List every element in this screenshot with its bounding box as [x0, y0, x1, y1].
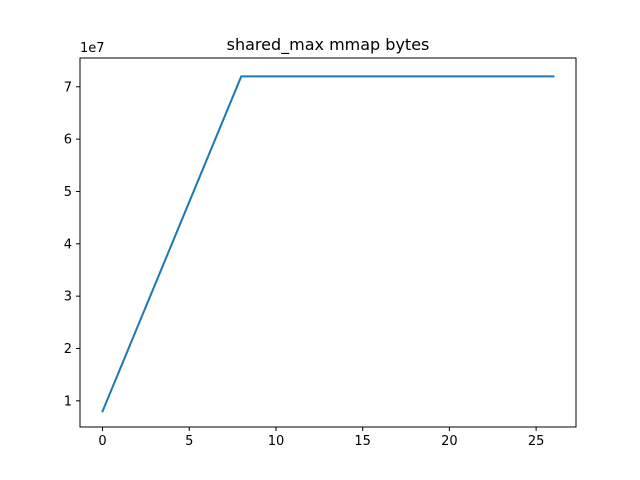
x-tick-label: 20: [441, 434, 458, 449]
y-tick-label: 4: [64, 237, 72, 252]
x-tick-label: 15: [354, 434, 371, 449]
y-axis-offset-label: 1e7: [80, 41, 105, 56]
series-line-0: [101, 75, 555, 413]
plot-area: 0 5 10 15 20 25 1 2 3 4 5 6 7: [64, 57, 577, 449]
y-tick-label: 6: [64, 133, 72, 148]
chart-title: shared_max mmap bytes: [227, 35, 430, 55]
y-tick-label: 1: [64, 394, 72, 409]
x-tick-label: 10: [268, 434, 285, 449]
y-tick-label: 3: [64, 290, 72, 305]
axes-frame: [79, 57, 577, 428]
x-tick-label: 0: [98, 434, 106, 449]
y-tick-label: 5: [64, 185, 72, 200]
x-tick-label: 5: [185, 434, 193, 449]
y-tick-label: 2: [64, 342, 72, 357]
y-tick-label: 7: [64, 80, 72, 95]
x-tick-label: 25: [528, 434, 545, 449]
